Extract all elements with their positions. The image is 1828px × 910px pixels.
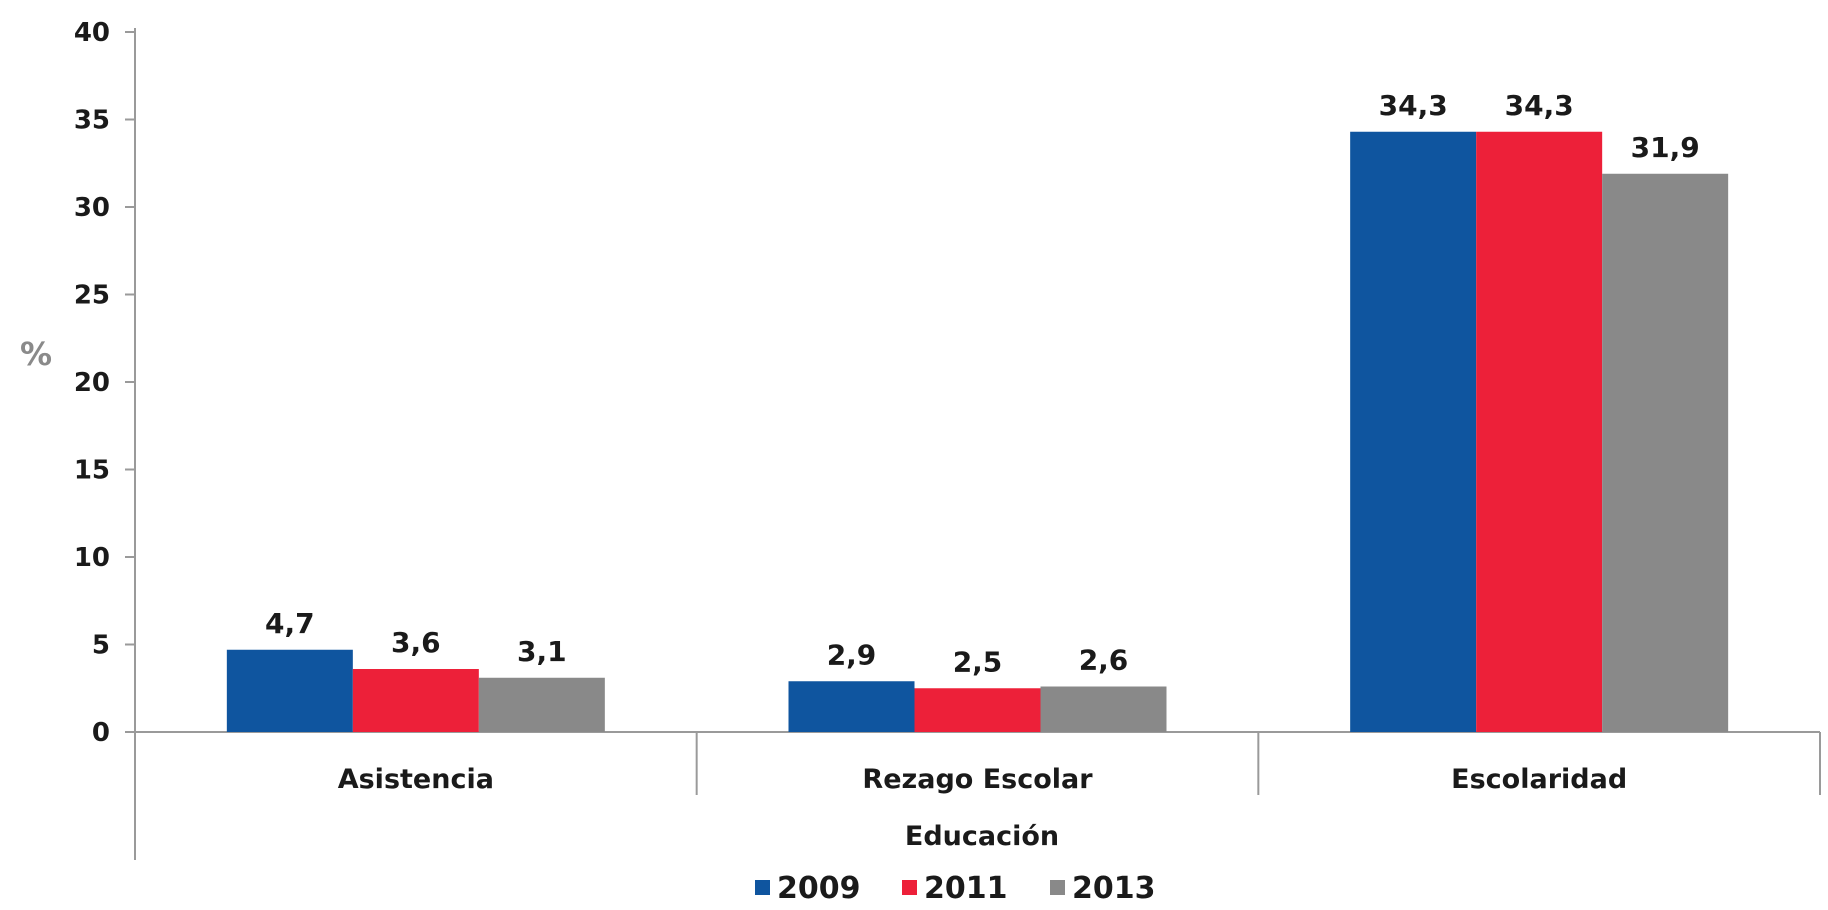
bar-2013-2 bbox=[1602, 173, 1729, 732]
data-label: 4,7 bbox=[265, 607, 315, 640]
bar-2011-1 bbox=[914, 688, 1041, 732]
y-tick-label: 0 bbox=[92, 718, 110, 748]
bar-2009-1 bbox=[788, 681, 915, 732]
x-axis-title: Educación bbox=[905, 821, 1059, 852]
x-category-label: Rezago Escolar bbox=[862, 764, 1093, 795]
legend-label: 2009 bbox=[777, 871, 861, 906]
y-axis: 0 5 10 15 20 25 30 35 40 bbox=[74, 18, 136, 860]
legend: 2009 2011 2013 bbox=[755, 871, 1156, 906]
data-label: 34,3 bbox=[1379, 89, 1448, 122]
y-tick-label: 20 bbox=[74, 368, 110, 398]
bar-2013-0 bbox=[478, 677, 605, 732]
legend-swatch-2013 bbox=[1050, 880, 1065, 895]
x-axis: Asistencia Rezago Escolar Escolaridad bbox=[134, 731, 1821, 795]
data-label: 31,9 bbox=[1631, 131, 1700, 164]
y-tick-label: 5 bbox=[92, 631, 110, 661]
data-label: 3,6 bbox=[391, 626, 441, 659]
data-label: 34,3 bbox=[1505, 89, 1574, 122]
data-label: 2,5 bbox=[953, 645, 1003, 678]
legend-swatch-2009 bbox=[755, 880, 770, 895]
data-label: 2,9 bbox=[827, 638, 877, 671]
data-label: 2,6 bbox=[1079, 644, 1129, 677]
y-tick-label: 35 bbox=[74, 106, 110, 136]
y-axis-title: % bbox=[20, 335, 52, 373]
x-category-label: Asistencia bbox=[338, 764, 494, 795]
data-labels-group: 4,7 3,6 3,1 2,9 2,5 2,6 34,3 34,3 31,9 bbox=[265, 89, 1700, 679]
y-tick-label: 25 bbox=[74, 281, 110, 311]
y-tick-label: 10 bbox=[74, 543, 110, 573]
y-tick-label: 30 bbox=[74, 193, 110, 223]
x-category-label: Escolaridad bbox=[1451, 764, 1627, 795]
bar-2011-2 bbox=[1476, 131, 1603, 732]
bar-2013-1 bbox=[1040, 686, 1167, 732]
bars-group bbox=[226, 131, 1729, 732]
bar-2009-2 bbox=[1350, 131, 1477, 732]
data-label: 3,1 bbox=[517, 635, 567, 668]
legend-swatch-2011 bbox=[902, 880, 917, 895]
legend-label: 2011 bbox=[924, 871, 1008, 906]
bar-2011-0 bbox=[352, 669, 479, 732]
legend-label: 2013 bbox=[1072, 871, 1156, 906]
bar-2009-0 bbox=[226, 649, 353, 732]
y-tick-label: 15 bbox=[74, 456, 110, 486]
y-tick-label: 40 bbox=[74, 18, 110, 48]
